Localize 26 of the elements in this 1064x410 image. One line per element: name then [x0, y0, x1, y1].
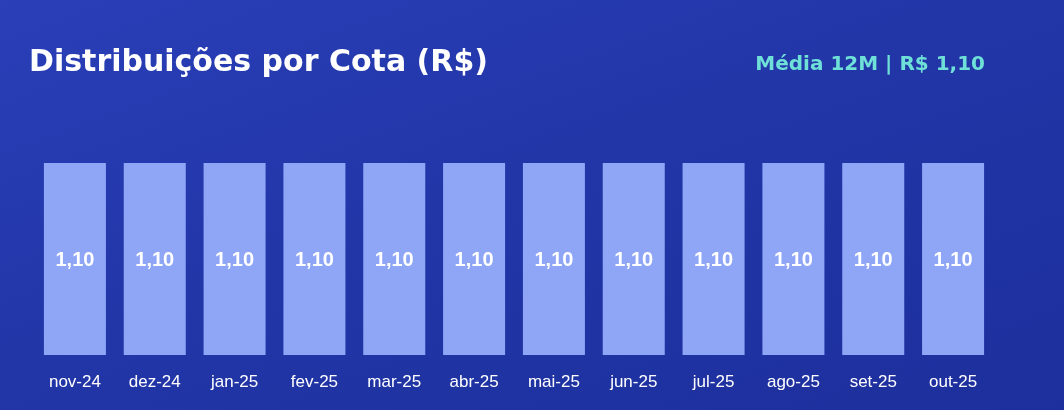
data-label: 1,10 [853, 248, 893, 270]
data-label: 1,10 [614, 248, 654, 270]
x-tick-label: dez-24 [128, 372, 181, 391]
x-tick-label: jan-25 [209, 372, 259, 391]
data-label: 1,10 [773, 248, 813, 270]
data-label: 1,10 [294, 248, 334, 270]
x-tick-label: set-25 [849, 372, 897, 391]
x-tick-label: jun-25 [609, 372, 658, 391]
data-label: 1,10 [135, 248, 175, 270]
data-label: 1,10 [55, 248, 95, 270]
data-label: 1,10 [933, 248, 973, 270]
x-tick-label: fev-25 [290, 372, 339, 391]
data-label: 1,10 [215, 248, 255, 270]
x-tick-label: jul-25 [691, 372, 735, 391]
chart-subtitle: Média 12M | R$ 1,10 [755, 51, 985, 75]
data-label: 1,10 [534, 248, 574, 270]
data-label: 1,10 [374, 248, 414, 270]
x-tick-label: mai-25 [527, 372, 580, 391]
x-tick-label: nov-24 [48, 372, 101, 391]
x-tick-label: mar-25 [367, 372, 422, 391]
data-label: 1,10 [454, 248, 494, 270]
x-tick-label: abr-25 [449, 372, 499, 391]
x-tick-label: ago-25 [766, 372, 820, 391]
x-tick-label: out-25 [928, 372, 978, 391]
chart-title: Distribuições por Cota (R$) [29, 42, 488, 78]
data-label: 1,10 [694, 248, 734, 270]
